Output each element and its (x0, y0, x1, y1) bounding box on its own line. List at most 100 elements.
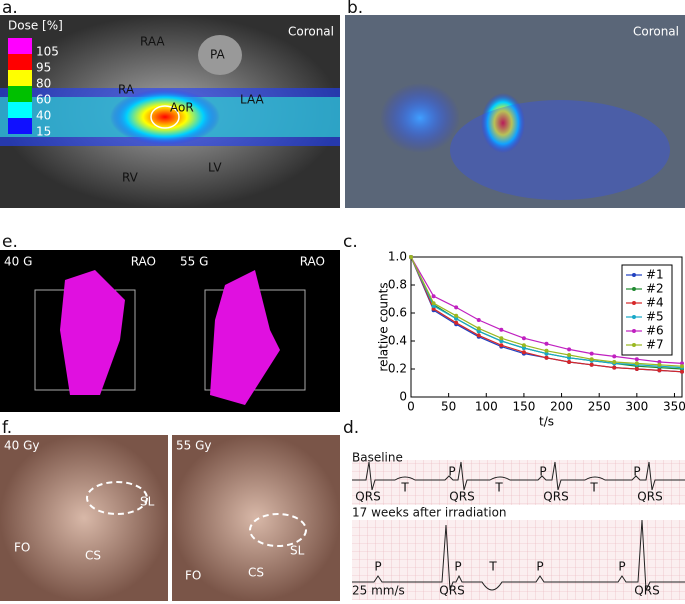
ecg-label: QRS (355, 490, 380, 504)
photo-label: FO (185, 569, 201, 583)
ecg-title: Baseline (352, 451, 403, 465)
view-label: Coronal (633, 25, 679, 39)
y-tick-label: 0.8 (388, 278, 407, 292)
ecg-trace (352, 461, 685, 491)
ecg-label: P (618, 560, 625, 574)
series-point (476, 329, 481, 334)
legend-marker (632, 315, 636, 319)
panel-label: d. (343, 418, 359, 438)
series-point (499, 339, 504, 343)
series-point (634, 361, 639, 366)
series-point (680, 361, 684, 366)
series-point (454, 305, 459, 310)
dose-level: 105 (36, 45, 59, 59)
ecg-label: QRS (543, 490, 568, 504)
ecg-label: T (400, 481, 409, 495)
legend-label: #6 (646, 324, 664, 338)
y-tick-label: 0.4 (388, 334, 407, 348)
map-view: RAO (300, 255, 325, 269)
series-point (544, 341, 549, 346)
structure-label: RV (122, 171, 139, 185)
ecg-label: QRS (439, 584, 464, 598)
ecg-speed: 25 mm/s (352, 584, 405, 598)
dose-level: 40 (36, 109, 51, 123)
structure-label: AoR (170, 101, 194, 115)
x-axis-label: t/s (539, 415, 554, 429)
dose-swatch (8, 70, 32, 86)
structure-label: RA (118, 83, 135, 97)
series-point (657, 362, 662, 367)
contour (150, 105, 180, 129)
series-point (431, 304, 436, 308)
series-point (567, 355, 572, 360)
series-point (499, 327, 504, 332)
series-point (521, 343, 526, 348)
series-point (680, 364, 684, 369)
x-tick-label: 50 (441, 400, 456, 414)
series-point (657, 368, 662, 373)
series-point (567, 353, 572, 357)
ecg-title: 17 weeks after irradiation (352, 506, 507, 520)
panel-label: b. (347, 0, 363, 18)
structure-label: PA (210, 48, 225, 62)
map-image (0, 250, 340, 412)
series-point (567, 347, 572, 352)
series-point (544, 348, 549, 353)
ecg-trace (352, 519, 685, 592)
dose-level: 60 (36, 93, 51, 107)
series-point (476, 318, 481, 322)
dose-swatch (8, 86, 32, 102)
ecg-grid (352, 460, 685, 505)
ecg-label: P (374, 560, 381, 574)
ecg-label: P (536, 560, 543, 574)
ecg-label: P (454, 560, 461, 574)
structure-label: LAA (240, 93, 265, 107)
series-point (589, 362, 594, 367)
series-point (634, 357, 639, 362)
highlight (249, 513, 307, 547)
structure-label: RAA (140, 35, 165, 49)
photo-dose: 40 Gy (4, 439, 39, 453)
ecg-label: T (488, 560, 497, 574)
y-tick-label: 0 (399, 390, 407, 404)
series-point (521, 350, 526, 355)
pa (198, 35, 242, 75)
x-tick-label: 200 (550, 400, 573, 414)
dose-swatch (8, 102, 32, 118)
series-point (431, 301, 436, 306)
series-point (521, 336, 526, 341)
legend-marker (632, 287, 636, 291)
dose-swatch (8, 118, 32, 134)
y-tick-label: 1.0 (388, 250, 407, 264)
series-point (567, 360, 572, 364)
uptake (481, 93, 525, 153)
x-tick-label: 300 (625, 400, 648, 414)
uptake (450, 100, 670, 200)
ecg-label: P (633, 465, 640, 479)
photo-label: SL (290, 544, 305, 558)
panel-label: c. (343, 232, 358, 252)
ecg-label: QRS (449, 490, 474, 504)
ecg-label: P (448, 465, 455, 479)
dose-swatch (8, 54, 32, 70)
dose-spot (110, 89, 220, 145)
ecg-label: QRS (637, 490, 662, 504)
ecg-label: T (589, 481, 598, 495)
dose-level: 80 (36, 77, 51, 91)
dose-title: Dose [%] (8, 19, 63, 33)
uptake (380, 83, 460, 153)
dose-level: 15 (36, 125, 51, 139)
view-label: Coronal (288, 25, 334, 39)
photo-label: SL (140, 495, 155, 509)
series-point (454, 320, 459, 325)
x-tick-label: 100 (475, 400, 498, 414)
series-point (612, 365, 617, 370)
photo-label: CS (248, 566, 264, 580)
highlight (86, 481, 148, 515)
ecg-label: P (539, 465, 546, 479)
x-tick-label: 250 (588, 400, 611, 414)
series-point (476, 333, 481, 338)
series-point (476, 326, 481, 331)
series-point (454, 316, 459, 321)
photo (172, 435, 340, 601)
